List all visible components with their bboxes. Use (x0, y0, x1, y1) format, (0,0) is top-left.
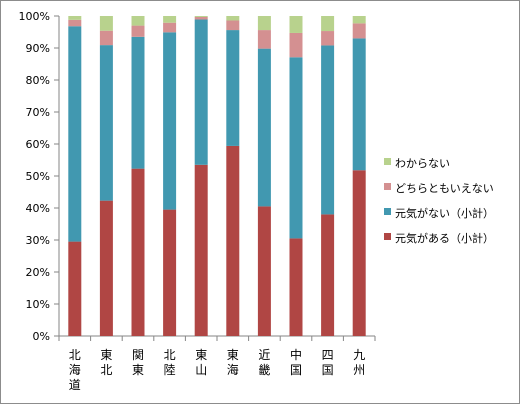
bar-segment (226, 16, 240, 21)
x-tick-label: 山 (195, 363, 207, 377)
bar-segment (352, 16, 366, 24)
y-tick-label: 60% (26, 138, 50, 151)
bar-segment (257, 48, 271, 207)
bar-segment (352, 38, 366, 171)
x-tick-label: 国 (290, 363, 302, 377)
legend-label: 元気がある（小計） (395, 231, 494, 245)
x-tick-label: 北 (164, 348, 176, 362)
y-axis-tick-labels: 0% 10% 20% 30% 40% 50% 60% 70% 80% 90% 100% (19, 10, 50, 343)
x-tick-label: 畿 (258, 363, 270, 377)
bar-segment (68, 16, 82, 20)
bar-segment (321, 214, 335, 336)
bar-segment (131, 36, 145, 169)
x-tick-label: 海 (69, 362, 81, 377)
bar-segment (321, 31, 335, 46)
legend-label: どちらともいえない (395, 182, 494, 195)
legend-swatch (384, 208, 391, 215)
y-tick-label: 30% (26, 234, 50, 247)
bar-segment (352, 170, 366, 336)
bar-segment (194, 16, 208, 17)
x-tick-label: 海 (227, 362, 239, 377)
legend-swatch (384, 233, 391, 240)
bar-segment (68, 241, 82, 336)
bar-segment (257, 16, 271, 31)
bar-segment (163, 22, 177, 33)
bar-segment (131, 16, 145, 26)
y-tick-label: 70% (26, 106, 50, 119)
x-tick-label: 東 (132, 363, 144, 377)
bar-segment (68, 19, 82, 27)
x-tick-label: 東 (195, 348, 207, 362)
bar-segment (226, 145, 240, 336)
legend-label: 元気がない（小計） (395, 206, 494, 220)
bar-segment (194, 19, 208, 165)
y-tick-label: 10% (26, 298, 50, 311)
x-tick-label: 北 (69, 348, 81, 362)
x-tick-label: 中 (290, 347, 302, 362)
bars (68, 16, 366, 336)
legend-swatch (384, 158, 391, 165)
y-tick-label: 90% (26, 42, 50, 55)
bar-segment (257, 206, 271, 336)
bar-segment (163, 32, 177, 210)
bar-segment (99, 200, 113, 336)
x-tick-label: 四 (322, 348, 334, 362)
y-tick-label: 20% (26, 266, 50, 279)
bar-segment (131, 25, 145, 37)
x-tick-label: 東 (100, 348, 112, 362)
x-tick-label: 東 (227, 348, 239, 362)
bar-segment (68, 26, 82, 242)
bar-segment (321, 16, 335, 32)
bar-segment (289, 57, 303, 239)
y-tick-label: 100% (19, 10, 50, 23)
y-tick-label: 80% (26, 74, 50, 87)
bar-segment (163, 209, 177, 336)
bar-segment (257, 30, 271, 49)
x-tick-label: 九 (353, 348, 365, 362)
legend-swatch (384, 183, 391, 190)
x-tick-label: 州 (353, 363, 365, 377)
x-tick-label: 道 (69, 378, 81, 392)
bar-segment (321, 45, 335, 215)
bar-segment (226, 20, 240, 31)
bar-segment (131, 168, 145, 336)
bar-segment (289, 32, 303, 58)
bar-segment (99, 30, 113, 46)
y-tick-label: 50% (26, 170, 50, 183)
bar-segment (289, 238, 303, 336)
legend-label: わからない (395, 157, 450, 170)
x-tick-label: 北 (100, 363, 112, 377)
x-tick-label: 陸 (164, 363, 176, 377)
bar-segment (226, 30, 240, 146)
y-tick-label: 40% (26, 202, 50, 215)
bar-segment (289, 16, 303, 33)
bar-segment (352, 23, 366, 39)
bar-segment (99, 16, 113, 31)
x-tick-label: 近 (258, 348, 270, 362)
y-tick-label: 0% (33, 330, 50, 343)
bar-segment (194, 164, 208, 336)
x-tick-label: 国 (322, 363, 334, 377)
x-tick-label: 関 (132, 348, 144, 362)
bar-segment (99, 45, 113, 201)
bar-segment (194, 16, 208, 20)
bar-segment (163, 16, 177, 23)
